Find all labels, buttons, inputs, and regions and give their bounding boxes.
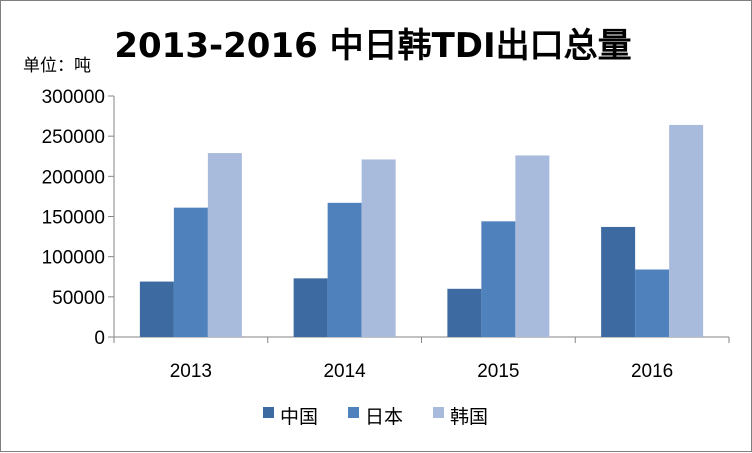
x-axis: 2013 2014 2015 2016 — [113, 336, 730, 382]
y-tick-label: 100000 — [42, 248, 105, 269]
chart-title: 2013-2016 中日韩TDI出口总量 — [114, 26, 631, 66]
legend-label: 中国 — [280, 406, 318, 428]
bar-2016-1 — [635, 269, 670, 337]
bar-2015-0 — [447, 288, 482, 337]
bar-2013-1 — [173, 207, 208, 337]
x-tick-label: 2014 — [323, 361, 366, 382]
bar-2016-0 — [601, 226, 636, 337]
bars — [139, 124, 704, 337]
y-tick-label: 50000 — [52, 288, 105, 309]
bar-2015-1 — [481, 221, 516, 337]
bar-2016-2 — [669, 124, 704, 337]
legend-swatch — [348, 407, 359, 418]
bar-2015-2 — [515, 155, 550, 337]
bar-2014-0 — [293, 278, 328, 337]
legend-swatch — [433, 407, 444, 418]
x-tick-label: 2016 — [631, 361, 673, 382]
unit-label: 单位：吨 — [23, 56, 91, 76]
y-axis: 0 50000 100000 150000 200000 250000 300000 — [42, 87, 115, 349]
bar-2013-2 — [207, 153, 242, 337]
y-tick-label: 250000 — [42, 127, 105, 148]
legend: 中国 日本 韩国 — [263, 406, 488, 428]
x-tick-label: 2015 — [477, 361, 519, 382]
y-tick-label: 0 — [94, 328, 105, 349]
y-tick-label: 200000 — [42, 167, 105, 188]
legend-swatch — [263, 407, 274, 418]
legend-label: 韩国 — [450, 406, 488, 428]
y-tick-label: 150000 — [42, 208, 105, 229]
bar-2014-2 — [361, 159, 396, 337]
bar-2014-1 — [327, 202, 362, 337]
x-tick-label: 2013 — [170, 361, 212, 382]
legend-label: 日本 — [365, 406, 403, 428]
bar-2013-0 — [139, 281, 174, 337]
y-tick-label: 300000 — [42, 87, 105, 108]
